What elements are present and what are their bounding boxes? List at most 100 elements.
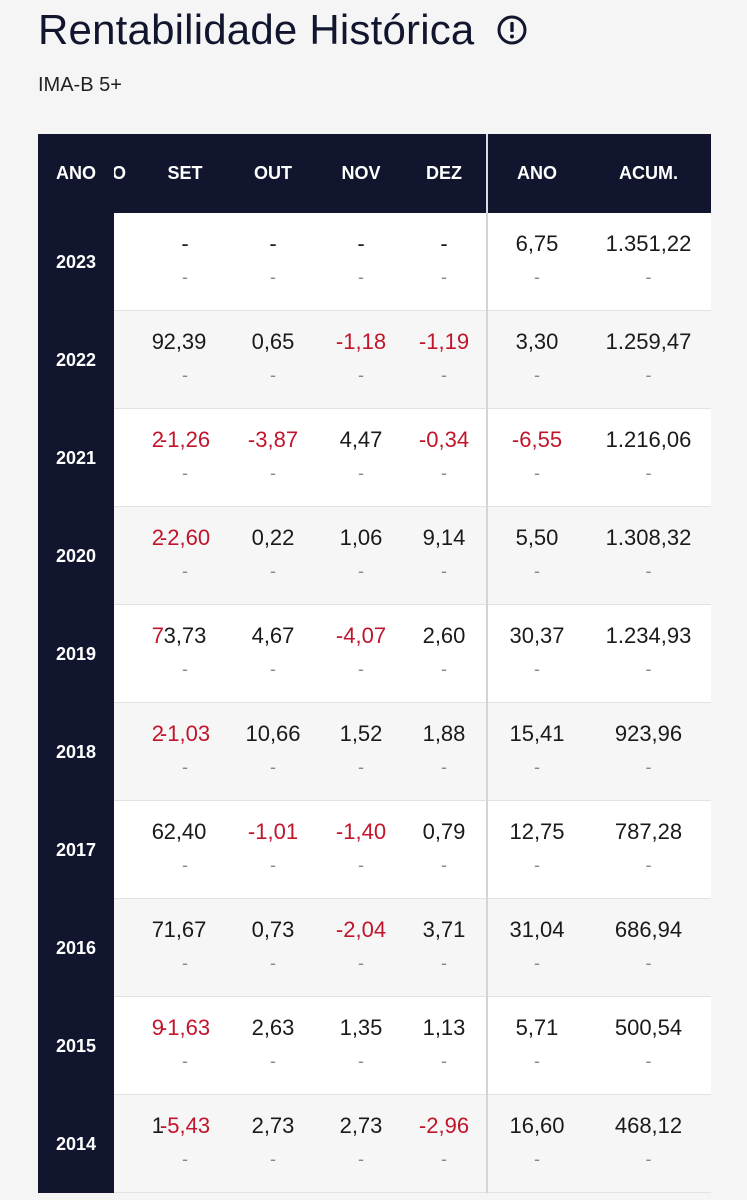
cell-sub-value: -: [441, 659, 447, 679]
cell-value: 0,65: [251, 329, 295, 354]
cell-value: -1,18: [335, 329, 387, 354]
cell-value: 923,96: [614, 721, 683, 746]
cell-sub-value: -: [270, 953, 276, 973]
partial-month-cell: 9: [114, 997, 164, 1095]
table-row[interactable]: 2021 2 -1,26- -3,87-4,47- -0,34- -6,55-1.216,…: [38, 409, 711, 507]
table-row[interactable]: 2018 2 -1,03 - 10,66 - 1,52 - 1,88 - 15,41 - 923,96 -: [38, 703, 711, 801]
cell-set: 3,73 -: [141, 605, 229, 703]
col-header-ano[interactable]: ANO: [517, 163, 557, 183]
cell-sub-value: -: [358, 1149, 364, 1169]
cell-value: -: [357, 231, 365, 256]
cell-sub-value: -: [441, 953, 447, 973]
cell-sub-value: -: [645, 561, 652, 581]
cell-set: 2,39 -: [141, 311, 229, 409]
partial-month-cell: 1: [114, 1095, 164, 1193]
page-title: Rentabilidade Histórica: [38, 6, 475, 53]
cell-sub-value: -: [645, 267, 652, 287]
cell-sub-value: -: [182, 953, 188, 973]
cell-value: 2,73: [251, 1113, 295, 1138]
cell-sub-value: -: [441, 855, 447, 875]
cell-value: 1,67: [163, 917, 207, 942]
table-row[interactable]: 2022 9 2,39-0,65- -1,18- -1,19-3,30-1.259,47…: [38, 311, 711, 409]
cell-sub-value: -: [358, 365, 364, 385]
table-row[interactable]: 2016 7 1,67 - 0,73 - -2,04 - 3,71 - 31,04 - 686,94 -: [38, 899, 711, 997]
cell-value: 12,75: [509, 819, 565, 844]
col-header-set[interactable]: SET: [167, 163, 203, 183]
cell-ano: 30,37 -: [488, 605, 586, 703]
cell-dez: 2,60 -: [403, 605, 485, 703]
cell-set: -5,43 -: [141, 1095, 229, 1193]
cell-sub-value: -: [441, 1149, 447, 1169]
cell-value: -1,63: [159, 1015, 211, 1040]
row-divider: [486, 703, 488, 801]
cell-nov: 4,47 -: [317, 409, 405, 507]
cell-value: 5,50: [515, 525, 559, 550]
col-header-year[interactable]: ANO: [56, 163, 96, 183]
cell-sub-value: -: [534, 659, 540, 679]
info-icon[interactable]: [497, 15, 527, 45]
table-row[interactable]: 2020 2 -2,60 - 0,22 - 1,06 - 9,14 - 5,50 - 1.308,32 -: [38, 507, 711, 605]
cell-value: -1,40: [335, 819, 387, 844]
cell-nov: -4,07 -: [317, 605, 405, 703]
cell-set: -2,60 -: [141, 507, 229, 605]
cell-value: -1,01: [247, 819, 299, 844]
table-row[interactable]: 2015 9 -1,63 - 2,63 - 1,35 - 1,13 - 5,71 - 500,54 -: [38, 997, 711, 1095]
col-header-out[interactable]: OUT: [254, 163, 292, 183]
cell-sub-value: -: [358, 659, 364, 679]
cell-value: 3,71: [422, 917, 466, 942]
col-header-acum[interactable]: ACUM.: [619, 163, 678, 183]
col-header-dez[interactable]: DEZ: [426, 163, 462, 183]
cell-ano: 31,04 -: [488, 899, 586, 997]
cell-ano: 3,30 -: [488, 311, 586, 409]
cell-value: -: [440, 231, 448, 256]
cell-dez: -1,19 -: [403, 311, 485, 409]
partial-month-cell: 7: [114, 605, 164, 703]
cell-value: 500,54: [614, 1015, 683, 1040]
cell-ano: 5,50 -: [488, 507, 586, 605]
cell-sub-value: -: [182, 855, 188, 875]
row-year: 2023: [38, 213, 114, 311]
row-year: 2014: [38, 1095, 114, 1193]
cell-value: 2,39: [163, 329, 207, 354]
table-row[interactable]: 2017 6 2,40 - -1,01 - -1,40 - 0,79 - 12,75 - 787,28 -: [38, 801, 711, 899]
cell-value: -3,87: [247, 427, 299, 452]
cell-sub-value: -: [358, 267, 364, 287]
cell-value: 30,37: [509, 623, 565, 648]
cell-dez: 0,79 -: [403, 801, 485, 899]
returns-table[interactable]: ANO O SET OUT NOV DEZ ANO ACUM. 2023- - - -…: [38, 134, 711, 1200]
cell-sub-value: -: [358, 953, 364, 973]
cell-out: 0,22 -: [229, 507, 317, 605]
cell-sub-value: -: [534, 1149, 540, 1169]
cell-acum: 500,54 -: [586, 997, 711, 1095]
table-row[interactable]: 2023- - - - - - - -6,75-1.351,22-: [38, 213, 711, 311]
header-divider: [486, 134, 488, 213]
cell-ano: 5,71 -: [488, 997, 586, 1095]
cell-value: -0,34: [418, 427, 470, 452]
cell-out: 0,73 -: [229, 899, 317, 997]
table-row[interactable]: 2014 1 -5,43 - 2,73 - 2,73 - -2,96 - 16,60 - 468,12 -: [38, 1095, 711, 1193]
cell-value: 15,41: [509, 721, 565, 746]
cell-out: -1,01 -: [229, 801, 317, 899]
cell-value: 3,73: [163, 623, 207, 648]
cell-acum: 468,12 -: [586, 1095, 711, 1193]
cell-ano: 12,75 -: [488, 801, 586, 899]
table-row[interactable]: 2019 7 3,73-4,67- -4,07-2,60-30,37-1.234,93…: [38, 605, 711, 703]
cell-sub-value: -: [182, 561, 188, 581]
partial-month-value: 7: [151, 917, 164, 942]
cell-out: 2,73 -: [229, 1095, 317, 1193]
row-year: 2020: [38, 507, 114, 605]
cell-nov: 2,73 -: [317, 1095, 405, 1193]
title-row: Rentabilidade Histórica: [38, 6, 527, 54]
cell-sub-value: -: [645, 659, 652, 679]
cell-sub-value: -: [182, 1051, 188, 1071]
cell-ano: 16,60 -: [488, 1095, 586, 1193]
cell-acum: 686,94 -: [586, 899, 711, 997]
row-divider: [486, 507, 488, 605]
cell-acum: 1.216,06 -: [586, 409, 711, 507]
cell-sub-value: -: [270, 855, 276, 875]
cell-out: 10,66 -: [229, 703, 317, 801]
cell-out: 0,65 -: [229, 311, 317, 409]
cell-sub-value: -: [534, 267, 540, 287]
col-header-nov[interactable]: NOV: [341, 163, 381, 183]
